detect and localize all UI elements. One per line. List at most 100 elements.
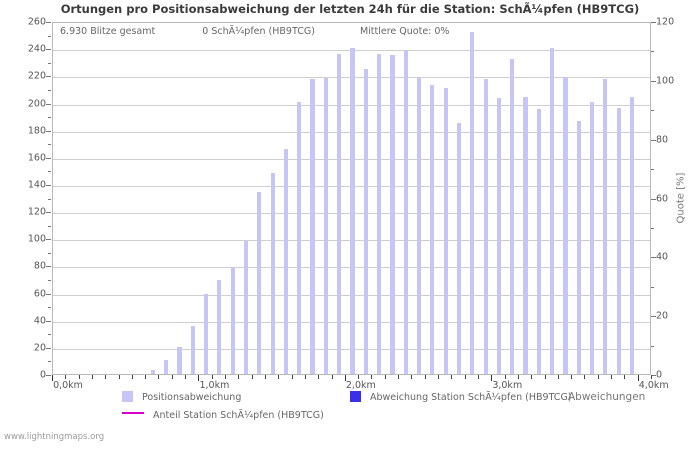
y-tick-label-right: 100 [656,75,675,87]
x-tick-mark-minor [624,375,626,379]
bar [523,97,528,374]
y-tick-label-left: 260 [27,16,46,28]
x-tick-mark-minor [65,375,67,379]
y-tick-label-left: 220 [27,70,46,82]
legend-swatch-icon-line [122,412,144,414]
y-tick-mark-left [46,212,51,214]
x-tick-mark-minor [477,375,479,379]
y-tick-mark-right [651,139,656,141]
y-tick-mark-left [46,76,51,78]
bar [430,84,435,374]
y-tick-mark-left [46,157,51,159]
legend-item-anteil-station[interactable]: Anteil Station SchÃ¼pfen (HB9TCG) [122,410,324,421]
bar [297,102,302,374]
y-tick-label-left: 200 [27,98,46,109]
subtitle-total: 6.930 Blitze gesamt [60,26,156,37]
x-tick-mark-minor [158,375,160,379]
y-tick-label-right: 20 [656,310,669,322]
legend-swatch-icon-light [122,391,133,402]
bar [217,280,222,374]
y-tick-mark-left-minor [48,35,51,37]
y-tick-mark-left-minor [48,62,51,64]
subtitle-rate: Mittlere Quote: 0% [359,26,450,37]
y-tick-mark-left-minor [48,171,51,173]
x-tick-mark-minor [464,375,466,379]
x-tick-mark-minor [145,375,147,379]
y-tick-mark-left [46,266,51,268]
y-tick-label-right: 80 [656,134,669,146]
y-tick-label-left: 60 [33,288,46,299]
x-tick-mark-minor [185,375,187,379]
bar [203,293,209,374]
x-tick-mark-minor [171,375,173,379]
y-tick-label-right: 120 [656,16,675,28]
x-tick-mark-minor [531,375,533,379]
x-tick-mark-major [344,375,346,381]
y-tick-mark-right [651,80,656,82]
y-tick-mark-left [46,320,51,322]
x-tick-label: 4,0km [638,380,669,391]
line-series-anteil-station [53,23,651,375]
legend-item-positionsabweichung[interactable]: Positionsabweichung [122,391,241,403]
x-tick-mark-minor [118,375,120,379]
y-tick-mark-left-minor [48,144,51,146]
x-tick-mark-minor [264,375,266,379]
footer-watermark: www.lightningmaps.org [4,432,105,442]
x-tick-mark-minor [557,375,559,379]
x-tick-mark-minor [238,375,240,379]
y-tick-mark-right-minor [651,169,654,171]
legend-label-abweichung-station: Abweichung Station SchÃ¼pfen (HB9TCG) [370,392,572,403]
x-tick-mark-minor [424,375,426,379]
bar [456,122,462,374]
y-tick-mark-left [46,347,51,349]
x-tick-mark-minor [504,375,506,379]
y-tick-label-left: 160 [27,152,46,164]
bar [363,68,368,374]
x-tick-mark-minor [358,375,360,379]
y-tick-mark-left-minor [48,198,51,200]
x-tick-label: 0,0km [53,380,83,391]
y-tick-label-left: 20 [33,342,46,354]
x-tick-label: 3,0km [492,380,523,391]
x-tick-label: 2,0km [345,380,376,391]
x-tick-mark-minor [91,375,93,379]
y-tick-label-right: 60 [656,193,669,204]
y-tick-mark-left-minor [48,117,51,118]
y-tick-mark-right [651,316,656,318]
legend-item-abweichung-station[interactable]: Abweichung Station SchÃ¼pfen (HB9TCG) [350,391,572,403]
y-tick-label-left: 0 [39,369,46,381]
bar [150,369,155,374]
y-tick-mark-left [46,293,51,295]
x-tick-mark-major [491,375,493,381]
subtitle-station: 0 SchÃ¼pfen (HB9TCG) [202,26,315,37]
x-tick-mark-minor [398,375,400,379]
y-tick-mark-right [651,257,656,259]
x-tick-mark-minor [544,375,546,379]
bar [177,346,182,374]
bar [230,266,235,374]
y-tick-mark-left [46,103,51,105]
y-tick-mark-left-minor [48,361,51,363]
y-tick-label-left: 120 [27,206,46,218]
y-tick-label-left: 140 [27,179,46,191]
bar [283,148,289,374]
x-tick-mark-minor [131,375,133,379]
y-tick-mark-left [46,375,51,376]
x-tick-mark-minor [318,375,320,379]
x-tick-mark-minor [438,375,440,379]
y-tick-label-left: 180 [27,125,46,137]
bar [496,98,501,374]
y-tick-mark-left [46,22,51,23]
y-tick-label-left: 80 [33,260,46,272]
subtitle-row: 6.930 Blitze gesamt 0 SchÃ¼pfen (HB9TCG)… [56,26,616,40]
chart-legend: Positionsabweichung Abweichung Station S… [0,388,700,428]
bar [243,240,249,374]
bar [629,97,635,374]
y-tick-label-left: 240 [27,43,46,55]
y-tick-mark-right [651,22,656,23]
y-tick-label-left: 100 [27,233,46,245]
y-tick-label-right: 40 [656,251,669,263]
bar [190,326,195,374]
legend-label-positionsabweichung: Positionsabweichung [142,392,242,403]
